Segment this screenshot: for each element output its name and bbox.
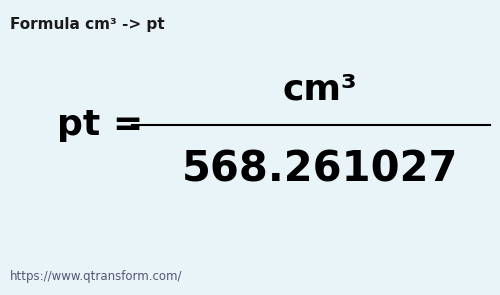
Text: 568.261027: 568.261027 [182, 149, 458, 191]
Text: https://www.qtransform.com/: https://www.qtransform.com/ [10, 270, 182, 283]
Text: pt =: pt = [57, 108, 143, 142]
Text: Formula cm³ -> pt: Formula cm³ -> pt [10, 17, 164, 32]
Text: cm³: cm³ [282, 73, 358, 107]
